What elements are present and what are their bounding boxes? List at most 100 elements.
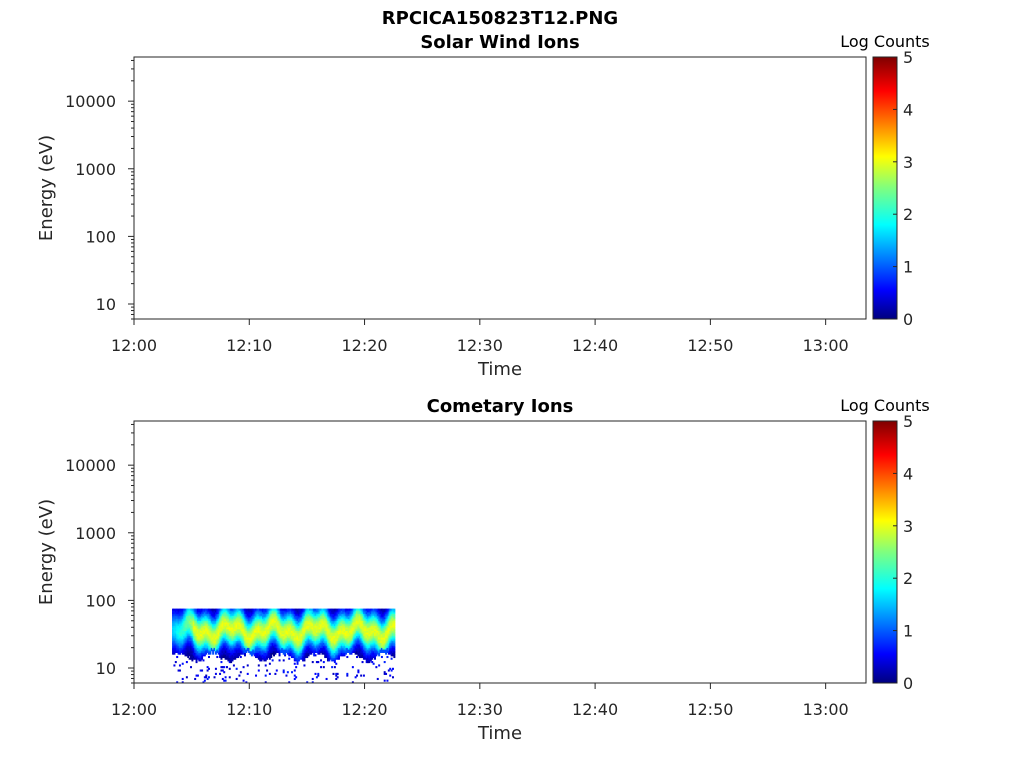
heatmap-cell — [284, 645, 287, 648]
heatmap-cell — [318, 625, 321, 628]
heatmap-cell — [246, 608, 249, 611]
heatmap-cell — [246, 637, 249, 640]
heatmap-cell — [250, 635, 253, 638]
heatmap-cell — [356, 615, 359, 618]
heatmap-cell — [243, 623, 246, 626]
heatmap-cell — [230, 650, 233, 653]
heatmap-cell — [180, 637, 183, 640]
heatmap-cell — [386, 649, 389, 652]
heatmap-cell — [390, 642, 393, 645]
heatmap-cell — [255, 644, 258, 647]
heatmap-cell — [393, 644, 396, 647]
heatmap-cell — [343, 617, 346, 620]
heatmap-cell — [391, 635, 394, 638]
heatmap-cell — [292, 652, 295, 655]
heatmap-cell — [227, 654, 230, 657]
heatmap-cell — [249, 627, 252, 630]
heatmap-cell — [234, 608, 237, 611]
heatmap-cell — [360, 625, 363, 628]
heatmap-cell — [270, 644, 273, 647]
heatmap-cell — [184, 650, 187, 653]
heatmap-cell — [249, 625, 252, 628]
heatmap-cell — [206, 617, 209, 620]
heatmap-cell — [217, 640, 220, 643]
heatmap-cell — [264, 650, 267, 653]
heatmap-cell — [304, 620, 307, 623]
heatmap-cell — [367, 655, 370, 659]
heatmap-cell — [273, 632, 276, 635]
heatmap-cell — [235, 640, 238, 643]
heatmap-cell — [208, 652, 210, 655]
heatmap-cell — [191, 620, 194, 623]
heatmap-cell — [303, 608, 306, 611]
heatmap-cell — [299, 612, 302, 615]
heatmap-cell — [270, 610, 273, 613]
heatmap-cell — [268, 649, 271, 652]
heatmap-cell — [390, 669, 393, 672]
heatmap-cell — [213, 644, 216, 647]
heatmap-cell — [206, 618, 209, 621]
heatmap-cell — [321, 623, 324, 626]
heatmap-cell — [266, 640, 269, 643]
heatmap-cell — [206, 625, 209, 628]
heatmap-cell — [176, 645, 179, 648]
heatmap-cell — [393, 620, 396, 623]
heatmap-cell — [181, 640, 184, 643]
heatmap-cell — [266, 652, 269, 655]
heatmap-cell — [235, 625, 238, 628]
heatmap-cell — [374, 645, 376, 648]
heatmap-cell — [242, 625, 245, 628]
heatmap-cell — [360, 632, 363, 635]
heatmap-cell — [358, 625, 361, 628]
heatmap-cell — [208, 632, 210, 635]
heatmap-cell — [243, 650, 246, 653]
heatmap-cell — [361, 637, 364, 640]
heatmap-cell — [190, 627, 193, 630]
heatmap-cell — [191, 644, 194, 647]
heatmap-cell — [367, 659, 370, 662]
heatmap-cell — [342, 615, 345, 618]
heatmap-cell — [250, 645, 253, 648]
heatmap-cell — [285, 617, 288, 620]
heatmap-cell — [382, 622, 385, 625]
heatmap-cell — [332, 672, 335, 675]
heatmap-cell — [217, 632, 220, 635]
heatmap-cell — [389, 615, 392, 618]
heatmap-cell — [239, 615, 242, 618]
heatmap-cell — [386, 679, 389, 682]
heatmap-cell — [174, 615, 177, 618]
heatmap-cell — [380, 655, 383, 659]
heatmap-cell — [328, 640, 331, 643]
heatmap-cell — [277, 628, 280, 632]
heatmap-cell — [257, 630, 260, 633]
heatmap-cell — [266, 615, 269, 618]
heatmap-cell — [278, 650, 281, 653]
heatmap-cell — [358, 642, 361, 645]
heatmap-cell — [190, 666, 193, 669]
heatmap-cell — [369, 640, 372, 643]
heatmap-cell — [326, 623, 329, 626]
heatmap-cell — [241, 627, 244, 630]
heatmap-cell — [210, 645, 213, 648]
heatmap-cell — [238, 632, 241, 635]
heatmap-cell — [241, 622, 244, 625]
heatmap-cell — [195, 608, 198, 611]
heatmap-cell — [270, 630, 273, 633]
heatmap-cell — [318, 617, 321, 620]
heatmap-cell — [187, 623, 190, 626]
heatmap-cell — [237, 627, 240, 630]
heatmap-cell — [299, 627, 302, 630]
heatmap-cell — [209, 639, 212, 642]
heatmap-cell — [208, 630, 210, 633]
heatmap-cell — [322, 630, 325, 633]
heatmap-cell — [223, 655, 226, 659]
heatmap-cell — [203, 649, 206, 652]
heatmap-cell — [328, 633, 331, 637]
heatmap-cell — [378, 654, 381, 657]
heatmap-cell — [185, 647, 188, 650]
heatmap-cell — [238, 618, 241, 621]
heatmap-cell — [249, 620, 252, 623]
heatmap-cell — [343, 650, 346, 653]
heatmap-cell — [201, 637, 204, 640]
heatmap-cell — [174, 623, 177, 626]
